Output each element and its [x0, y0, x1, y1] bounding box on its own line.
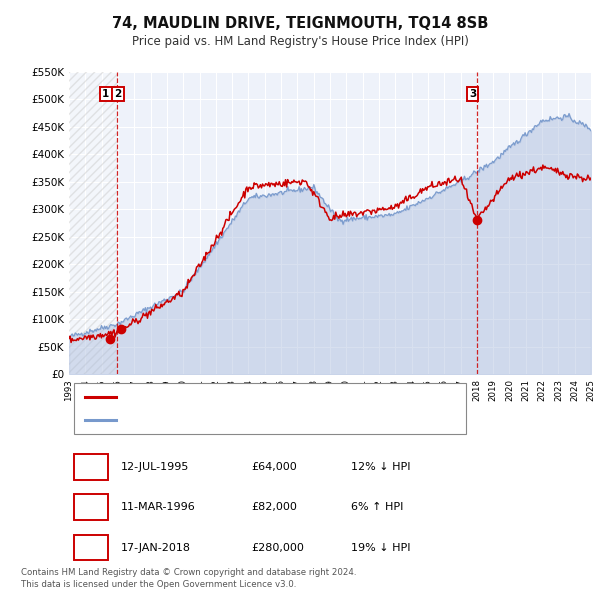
Text: 1: 1 [102, 89, 109, 99]
Text: 2: 2 [115, 89, 122, 99]
Text: 12-JUL-1995: 12-JUL-1995 [121, 462, 190, 472]
Text: 17-JAN-2018: 17-JAN-2018 [121, 543, 191, 553]
Text: 12% ↓ HPI: 12% ↓ HPI [351, 462, 410, 472]
FancyBboxPatch shape [74, 454, 108, 480]
Bar [69, 72, 117, 374]
Text: £64,000: £64,000 [252, 462, 298, 472]
Text: Contains HM Land Registry data © Crown copyright and database right 2024.
This d: Contains HM Land Registry data © Crown c… [21, 568, 356, 589]
Text: £280,000: £280,000 [252, 543, 305, 553]
Text: Price paid vs. HM Land Registry's House Price Index (HPI): Price paid vs. HM Land Registry's House … [131, 35, 469, 48]
Text: £82,000: £82,000 [252, 502, 298, 512]
Text: 11-MAR-1996: 11-MAR-1996 [121, 502, 196, 512]
Text: 2: 2 [87, 501, 95, 514]
Text: 3: 3 [87, 541, 95, 554]
FancyBboxPatch shape [74, 535, 108, 560]
Text: 1: 1 [87, 460, 95, 473]
Text: 74, MAUDLIN DRIVE, TEIGNMOUTH, TQ14 8SB: 74, MAUDLIN DRIVE, TEIGNMOUTH, TQ14 8SB [112, 16, 488, 31]
Text: 74, MAUDLIN DRIVE, TEIGNMOUTH, TQ14 8SB (detached house): 74, MAUDLIN DRIVE, TEIGNMOUTH, TQ14 8SB … [124, 392, 443, 402]
FancyBboxPatch shape [74, 494, 108, 520]
FancyBboxPatch shape [74, 383, 466, 434]
Text: 3: 3 [469, 89, 476, 99]
Text: 19% ↓ HPI: 19% ↓ HPI [351, 543, 410, 553]
Text: 6% ↑ HPI: 6% ↑ HPI [351, 502, 403, 512]
Text: HPI: Average price, detached house, Teignbridge: HPI: Average price, detached house, Teig… [124, 415, 367, 424]
